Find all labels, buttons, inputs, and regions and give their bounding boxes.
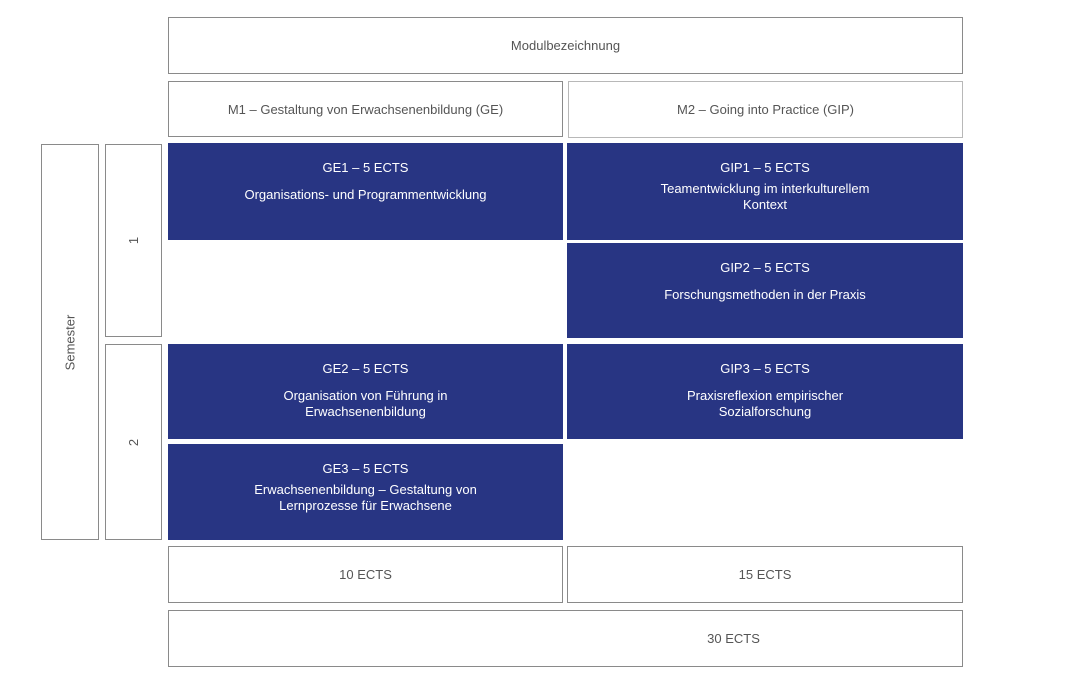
- module-ge1-title: Organisations- und Programmentwicklung: [244, 187, 487, 202]
- module-ge1-code: GE1 – 5 ECTS: [322, 160, 409, 175]
- module-gip1-title: Teamentwicklung im interkulturellem Kont…: [660, 181, 870, 212]
- semester-label: Semester: [41, 144, 99, 540]
- module-header: Modulbezeichnung: [168, 17, 963, 74]
- total-m1-label: 10 ECTS: [339, 567, 392, 582]
- module-gip1: GIP1 – 5 ECTS Teamentwicklung im interku…: [567, 143, 963, 240]
- total-m2-label: 15 ECTS: [738, 567, 792, 582]
- module-ge3: GE3 – 5 ECTS Erwachsenenbildung – Gestal…: [168, 444, 563, 540]
- module-ge1: GE1 – 5 ECTS Organisations- und Programm…: [168, 143, 563, 240]
- module-ge2: GE2 – 5 ECTS Organisation von Führung in…: [168, 344, 563, 439]
- semester-label-text: Semester: [62, 314, 78, 370]
- semester-2-number: 2: [125, 438, 141, 446]
- module-gip3-code: GIP3 – 5 ECTS: [720, 361, 810, 376]
- total-overall-label: 30 ECTS: [707, 631, 760, 646]
- module-gip3-title: Praxisreflexion empirischer Sozialforsch…: [686, 388, 844, 419]
- module-gip1-code: GIP1 – 5 ECTS: [720, 160, 810, 175]
- total-m1: 10 ECTS: [168, 546, 563, 603]
- module-ge2-title: Organisation von Führung in Erwachsenenb…: [283, 388, 448, 419]
- module-gip3: GIP3 – 5 ECTS Praxisreflexion empirische…: [567, 344, 963, 439]
- module-header-label: Modulbezeichnung: [510, 38, 621, 53]
- module-ge3-title: Erwachsenenbildung – Gestaltung von Lern…: [254, 482, 477, 513]
- module-ge2-code: GE2 – 5 ECTS: [322, 361, 409, 376]
- column-header-m1: M1 – Gestaltung von Erwachsenenbildung (…: [168, 81, 563, 137]
- column-header-m1-label: M1 – Gestaltung von Erwachsenenbildung (…: [227, 101, 504, 117]
- total-overall: 30 ECTS: [168, 610, 963, 667]
- module-gip2-title: Forschungsmethoden in der Praxis: [664, 287, 866, 302]
- semester-2-label: 2: [105, 344, 162, 540]
- column-header-m2: M2 – Going into Practice (GIP): [568, 81, 963, 138]
- column-header-m2-label: M2 – Going into Practice (GIP): [676, 102, 854, 117]
- module-ge3-code: GE3 – 5 ECTS: [322, 461, 409, 476]
- semester-1-label: 1: [105, 144, 162, 337]
- semester-1-number: 1: [125, 236, 141, 245]
- module-gip2-code: GIP2 – 5 ECTS: [720, 260, 810, 275]
- module-gip2: GIP2 – 5 ECTS Forschungsmethoden in der …: [567, 243, 963, 338]
- total-m2: 15 ECTS: [567, 546, 963, 603]
